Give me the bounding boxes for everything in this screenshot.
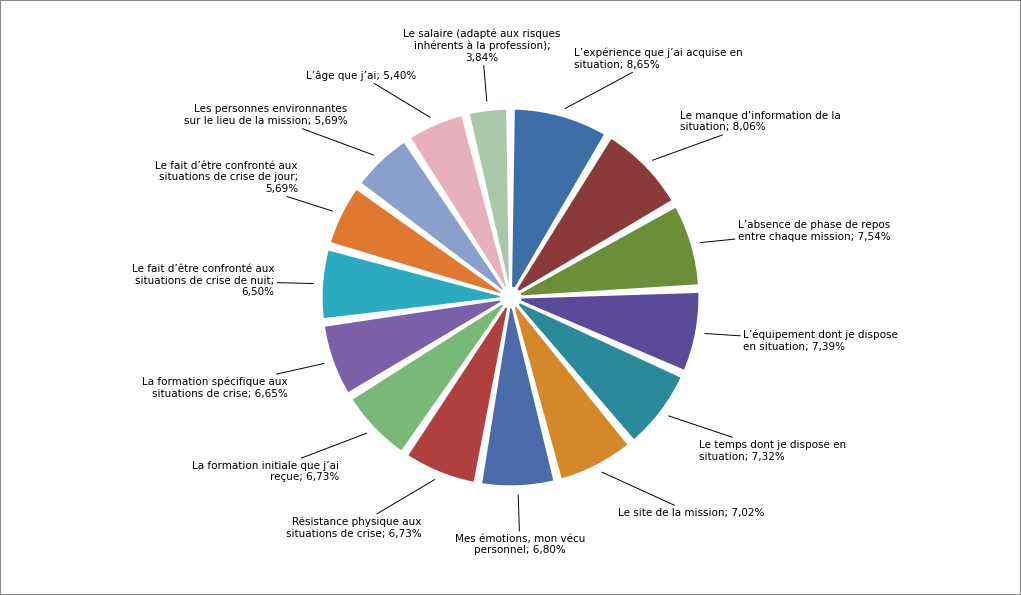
Wedge shape [409, 114, 508, 290]
Wedge shape [517, 302, 682, 441]
Text: Le fait d’être confronté aux
situations de crise de jour;
5,69%: Le fait d’être confronté aux situations … [155, 161, 333, 211]
Wedge shape [324, 299, 502, 394]
Wedge shape [520, 292, 699, 371]
Wedge shape [406, 305, 508, 483]
Text: L’équipement dont je dispose
en situation; 7,39%: L’équipement dont je dispose en situatio… [704, 330, 897, 352]
Wedge shape [329, 188, 502, 295]
Text: Le salaire (adapté aux risques
inhérents à la profession);
3,84%: Le salaire (adapté aux risques inhérents… [403, 29, 561, 101]
Text: Le site de la mission; 7,02%: Le site de la mission; 7,02% [602, 472, 765, 518]
Text: Le manque d’information de la
situation; 8,06%: Le manque d’information de la situation;… [652, 111, 840, 160]
Text: L’expérience que j’ai acquise en
situation; 8,65%: L’expérience que j’ai acquise en situati… [566, 48, 742, 108]
Text: Le temps dont je dispose en
situation; 7,32%: Le temps dont je dispose en situation; 7… [669, 416, 846, 462]
Wedge shape [510, 108, 605, 289]
Text: L’âge que j’ai; 5,40%: L’âge que j’ai; 5,40% [305, 70, 430, 117]
Wedge shape [469, 108, 510, 288]
Wedge shape [513, 305, 629, 480]
Text: Résistance physique aux
situations de crise; 6,73%: Résistance physique aux situations de cr… [286, 480, 435, 539]
Text: Le fait d’être confronté aux
situations de crise de nuit;
6,50%: Le fait d’être confronté aux situations … [132, 264, 313, 298]
Text: Les personnes environnantes
sur le lieu de la mission; 5,69%: Les personnes environnantes sur le lieu … [184, 104, 374, 155]
Text: La formation spécifique aux
situations de crise; 6,65%: La formation spécifique aux situations d… [142, 364, 324, 399]
Wedge shape [351, 303, 505, 452]
Text: Mes émotions, mon vécu
personnel; 6,80%: Mes émotions, mon vécu personnel; 6,80% [454, 495, 585, 556]
Text: La formation initiale que j’ai
reçue; 6,73%: La formation initiale que j’ai reçue; 6,… [192, 433, 367, 483]
Wedge shape [322, 249, 501, 320]
Text: L’absence de phase de repos
entre chaque mission; 7,54%: L’absence de phase de repos entre chaque… [700, 220, 890, 243]
Wedge shape [516, 137, 673, 293]
Wedge shape [359, 141, 505, 292]
Wedge shape [481, 306, 555, 487]
Wedge shape [519, 206, 699, 297]
